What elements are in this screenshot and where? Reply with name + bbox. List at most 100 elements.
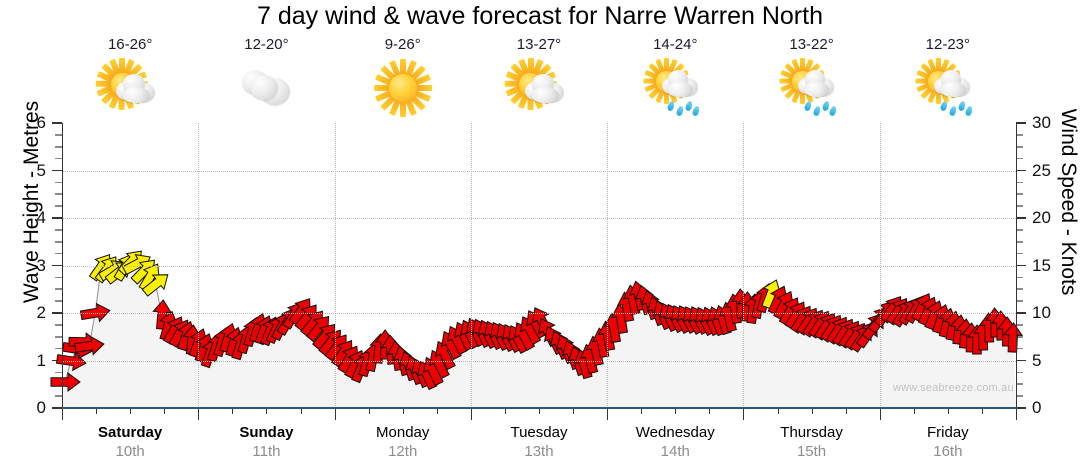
y-axis-right-minor-tick bbox=[1016, 145, 1023, 148]
y-axis-right-label: 0 bbox=[1032, 398, 1042, 417]
y-axis-right-minor-tick bbox=[1016, 252, 1023, 255]
y-axis-right-minor-tick bbox=[1016, 229, 1023, 231]
y-axis-right-label: 10 bbox=[1032, 303, 1051, 322]
y-axis-left-tick bbox=[52, 122, 62, 124]
y-axis-left-label: 0 bbox=[36, 398, 46, 417]
bottom-axis-line bbox=[62, 407, 1017, 409]
x-axis-day-label-monday: Monday 12th bbox=[335, 423, 471, 461]
y-axis-left-minor-tick bbox=[55, 347, 62, 350]
cloudy-icon bbox=[235, 57, 297, 119]
temperature-range: 12-20° bbox=[244, 36, 289, 53]
day-header-monday: 9-26° bbox=[335, 36, 471, 122]
x-axis-minor-tick bbox=[436, 407, 438, 414]
wind-arrow-glyph bbox=[50, 372, 81, 393]
x-axis-minor-tick bbox=[96, 407, 98, 414]
day-header-wednesday: 14-24° bbox=[607, 36, 743, 122]
day-header-thursday: 13-22° bbox=[743, 36, 879, 122]
day-of-month: 10th bbox=[115, 443, 145, 460]
temperature-range: 16-26° bbox=[107, 36, 153, 53]
y-axis-right-tick bbox=[1016, 407, 1026, 409]
y-axis-right-minor-tick bbox=[1016, 395, 1023, 397]
y-axis-left-label: 3 bbox=[36, 255, 46, 275]
wind-arrow-glyph bbox=[141, 273, 169, 297]
plot-area bbox=[50, 123, 1024, 408]
x-axis-minor-tick bbox=[300, 407, 302, 414]
y-axis-right-label: 15 bbox=[1032, 255, 1051, 275]
y-axis-right-minor-tick bbox=[1016, 157, 1023, 160]
x-axis-major-tick bbox=[1016, 407, 1017, 420]
y-axis-right-label: 25 bbox=[1032, 160, 1051, 180]
x-axis-day-label-thursday: Thursday 15th bbox=[743, 423, 879, 461]
x-axis-day-label-sunday: Sunday 11th bbox=[198, 423, 334, 461]
y-axis-left-tick bbox=[52, 407, 62, 409]
y-axis-left-tick bbox=[52, 264, 62, 267]
rain-drop bbox=[812, 105, 821, 117]
rain-drop bbox=[828, 105, 837, 117]
y-axis-left-minor-tick bbox=[55, 145, 62, 148]
y-axis-right-minor-tick bbox=[1016, 181, 1023, 184]
x-axis-minor-tick bbox=[709, 407, 711, 414]
y-axis-right-minor-tick bbox=[1016, 347, 1023, 350]
x-axis-minor-tick bbox=[845, 407, 847, 414]
vertical-gridline bbox=[879, 123, 881, 408]
sun-ray bbox=[528, 58, 534, 74]
left-axis-line bbox=[62, 123, 63, 408]
day-of-month: 16th bbox=[933, 443, 963, 460]
y-axis-right-label: 30 bbox=[1032, 113, 1051, 132]
rain-drop bbox=[948, 105, 958, 117]
y-axis-left-tick bbox=[52, 312, 62, 314]
x-axis-minor-tick bbox=[266, 407, 268, 414]
day-of-month: 11th bbox=[252, 443, 281, 460]
x-axis-day-label-wednesday: Wednesday 14th bbox=[607, 423, 743, 461]
sun-cloud-icon bbox=[504, 57, 570, 119]
day-of-month: 15th bbox=[796, 443, 827, 460]
x-axis-major-tick bbox=[879, 407, 881, 420]
page-title: 7 day wind & wave forecast for Narre War… bbox=[257, 2, 823, 30]
day-of-week: Thursday bbox=[780, 424, 843, 441]
temperature-range: 13-27° bbox=[516, 36, 562, 53]
y-axis-left-minor-tick bbox=[55, 181, 62, 184]
day-header-friday: 12-23° bbox=[880, 36, 1016, 122]
x-axis-minor-tick bbox=[164, 407, 166, 414]
x-axis-minor-tick bbox=[777, 407, 779, 414]
sun-ray bbox=[399, 100, 406, 117]
y-axis-right-tick bbox=[1016, 312, 1026, 314]
wind-arrow-glyph bbox=[1003, 321, 1024, 353]
x-axis-major-tick bbox=[198, 407, 200, 420]
horizontal-gridline bbox=[62, 170, 1016, 172]
y-axis-right-minor-tick bbox=[1016, 324, 1023, 326]
y-axis-right-minor-tick bbox=[1016, 193, 1023, 196]
sun-cloud-rain-icon bbox=[643, 57, 706, 119]
sun-ray bbox=[663, 58, 669, 72]
rain-drop bbox=[964, 105, 974, 117]
horizontal-gridline bbox=[62, 218, 1016, 219]
y-axis-right-title: Wind Speed - Knots bbox=[1057, 108, 1080, 296]
day-of-month: 14th bbox=[660, 443, 690, 460]
y-axis-right-minor-tick bbox=[1016, 240, 1023, 243]
rain-drop bbox=[691, 105, 701, 117]
sun-ray bbox=[800, 58, 806, 72]
y-axis-left-minor-tick bbox=[55, 288, 62, 291]
y-axis-left-label: 4 bbox=[36, 208, 46, 227]
x-axis-major-tick bbox=[607, 407, 609, 420]
y-axis-right-minor-tick bbox=[1016, 383, 1023, 386]
y-axis-left-label: 5 bbox=[36, 160, 46, 180]
temperature-range: 12-23° bbox=[925, 36, 971, 53]
sun-ray bbox=[936, 58, 942, 72]
sun-ray bbox=[119, 58, 125, 74]
x-axis-day-label-tuesday: Tuesday 13th bbox=[471, 423, 607, 461]
x-axis-major-tick bbox=[62, 407, 63, 420]
x-axis-major-tick bbox=[743, 407, 745, 420]
cloud-puff bbox=[122, 87, 151, 103]
x-axis-minor-tick bbox=[947, 407, 949, 414]
y-axis-right-minor-tick bbox=[1016, 335, 1023, 338]
y-axis-right-minor-tick bbox=[1016, 300, 1023, 302]
rain-drop bbox=[675, 105, 685, 117]
x-axis-minor-tick bbox=[232, 407, 234, 414]
y-axis-left-minor-tick bbox=[55, 205, 62, 207]
horizontal-gridline bbox=[62, 313, 1016, 314]
wind-arrow-glyph bbox=[80, 302, 111, 323]
x-axis-minor-tick bbox=[913, 407, 915, 414]
y-axis-left-minor-tick bbox=[55, 324, 62, 326]
y-axis-left-minor-tick bbox=[55, 371, 62, 374]
